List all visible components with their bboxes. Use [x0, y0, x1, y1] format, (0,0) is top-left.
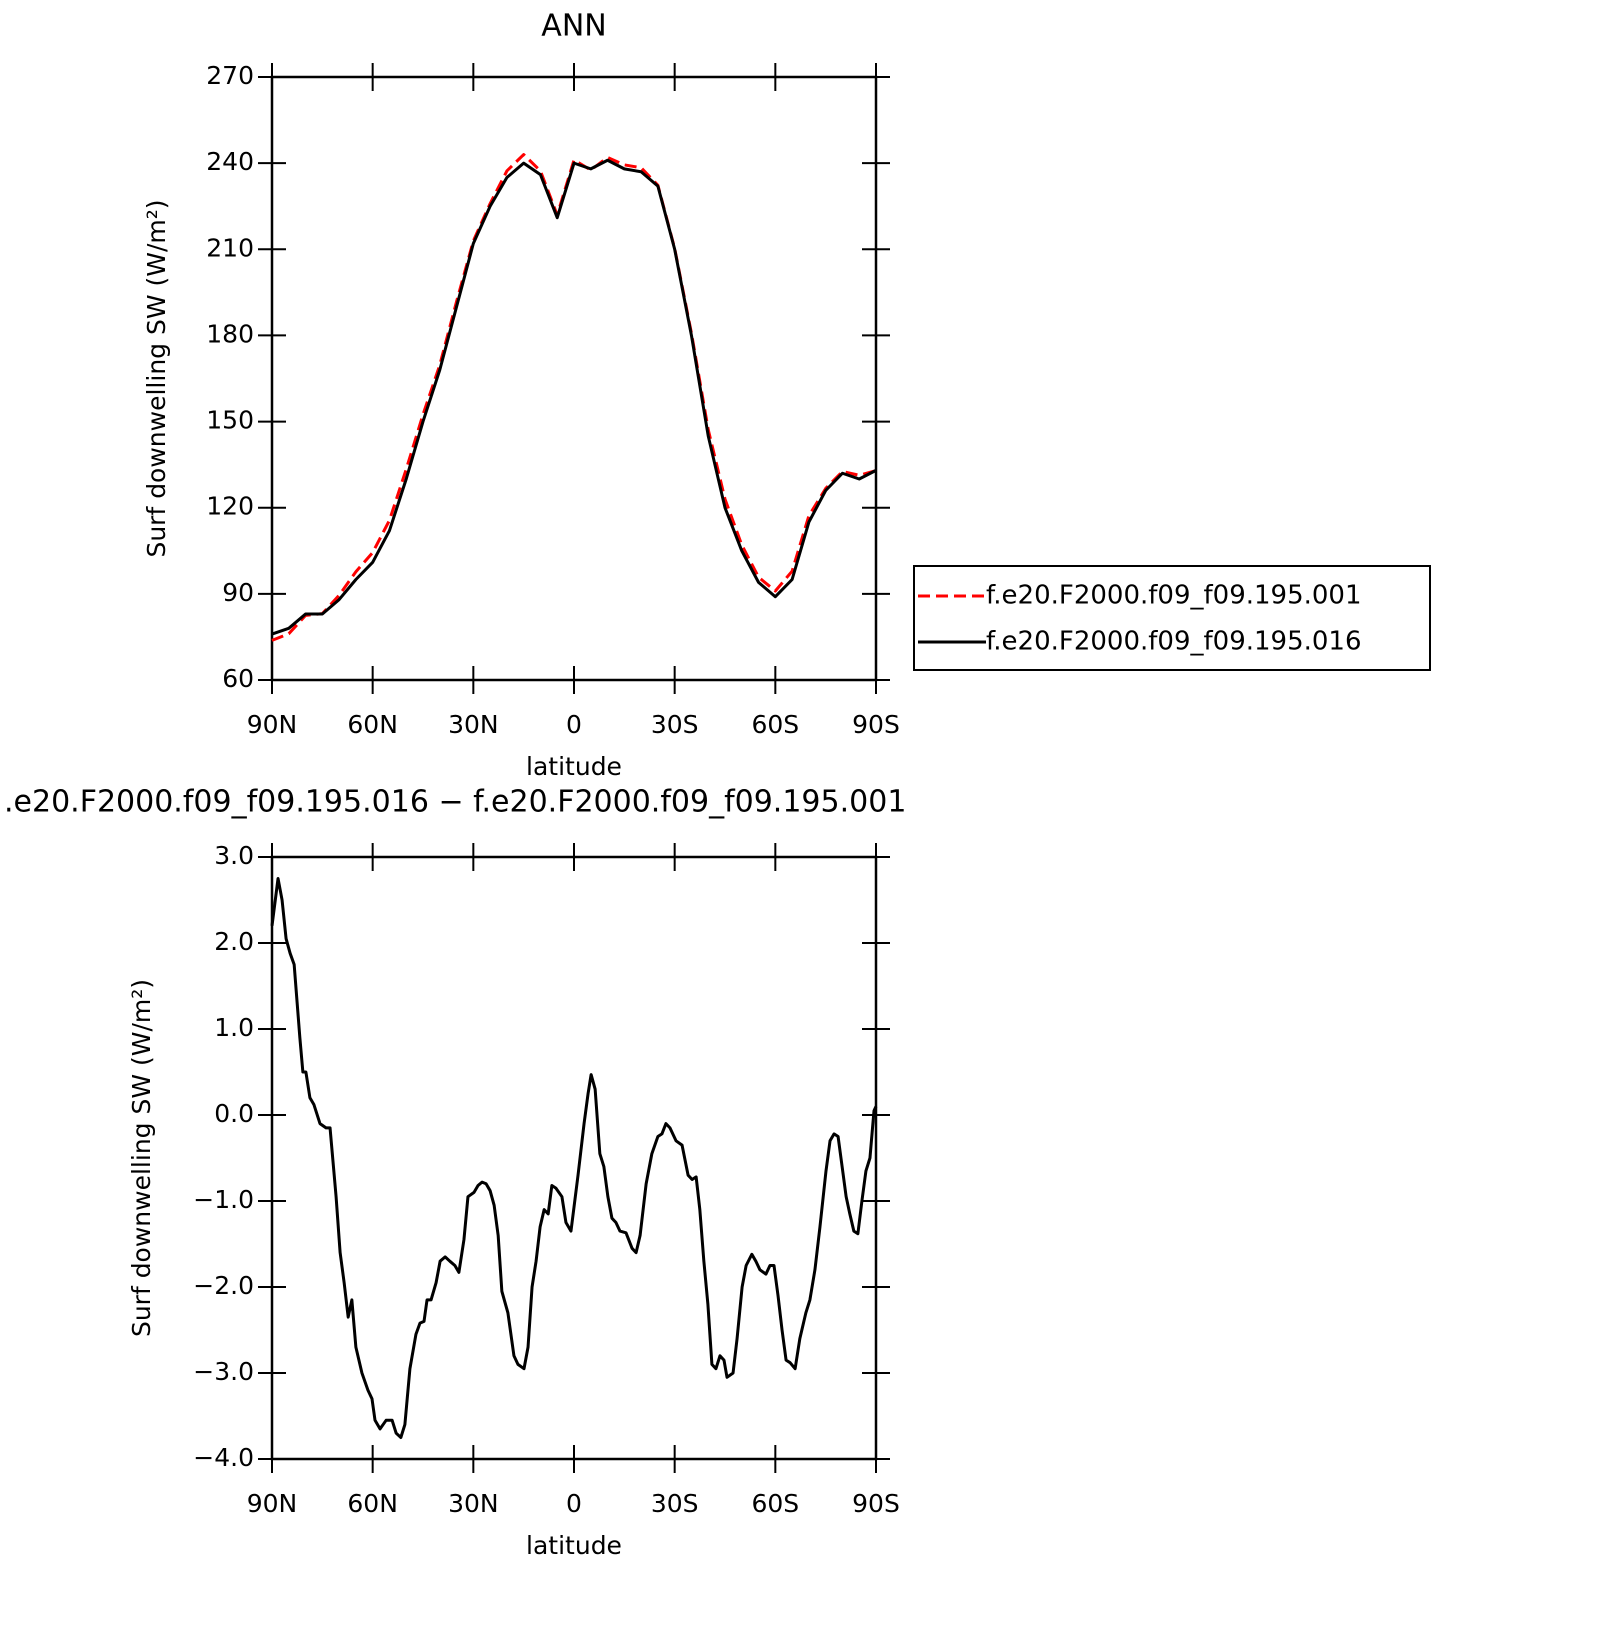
x-tick-label: 30S [651, 1489, 699, 1518]
x-tick-label: 60S [751, 710, 799, 739]
legend-label: f.e20.F2000.f09_f09.195.016 [986, 627, 1362, 657]
y-tick-label: 240 [206, 147, 254, 176]
y-tick-label: 60 [222, 664, 254, 693]
series-line [271, 153, 877, 642]
y-axis-label: Surf downwelling SW (W/m²) [127, 979, 156, 1337]
x-tick-label: 90S [852, 1489, 900, 1518]
x-tick-label: 90S [852, 710, 900, 739]
y-tick-label: 3.0 [214, 841, 254, 870]
x-tick-label: 0 [566, 710, 582, 739]
chart-title: ANN [541, 9, 606, 44]
y-tick-label: 1.0 [214, 1013, 254, 1042]
legend-label: f.e20.F2000.f09_f09.195.001 [986, 581, 1362, 611]
y-tick-label: 90 [222, 578, 254, 607]
x-tick-label: 30N [448, 1489, 499, 1518]
x-tick-label: 60N [347, 710, 398, 739]
y-tick-label: 180 [206, 319, 254, 348]
x-tick-label: 30N [448, 710, 499, 739]
y-axis-label: Surf downwelling SW (W/m²) [142, 199, 171, 557]
x-tick-label: 30S [651, 710, 699, 739]
y-tick-label: 150 [206, 406, 254, 435]
chart-title: .e20.F2000.f09_f09.195.016 − f.e20.F2000… [4, 785, 906, 820]
y-tick-label: 270 [206, 61, 254, 90]
series-line [271, 158, 877, 636]
x-tick-label: 90N [247, 1489, 298, 1518]
y-tick-label: 210 [206, 233, 254, 262]
x-axis-label: latitude [526, 1531, 622, 1560]
legend-box [913, 565, 1431, 671]
x-tick-label: 60N [347, 1489, 398, 1518]
y-tick-label: −1.0 [193, 1185, 254, 1214]
y-tick-label: 2.0 [214, 927, 254, 956]
series-line [270, 877, 878, 1439]
x-tick-label: 60S [751, 1489, 799, 1518]
x-tick-label: 90N [247, 710, 298, 739]
y-tick-label: −4.0 [193, 1443, 254, 1472]
y-tick-label: −3.0 [193, 1357, 254, 1386]
y-tick-label: 0.0 [214, 1099, 254, 1128]
y-tick-label: 120 [206, 492, 254, 521]
y-tick-label: −2.0 [193, 1271, 254, 1300]
x-tick-label: 0 [566, 1489, 582, 1518]
x-axis-label: latitude [526, 752, 622, 781]
plot-frame [270, 855, 878, 1461]
